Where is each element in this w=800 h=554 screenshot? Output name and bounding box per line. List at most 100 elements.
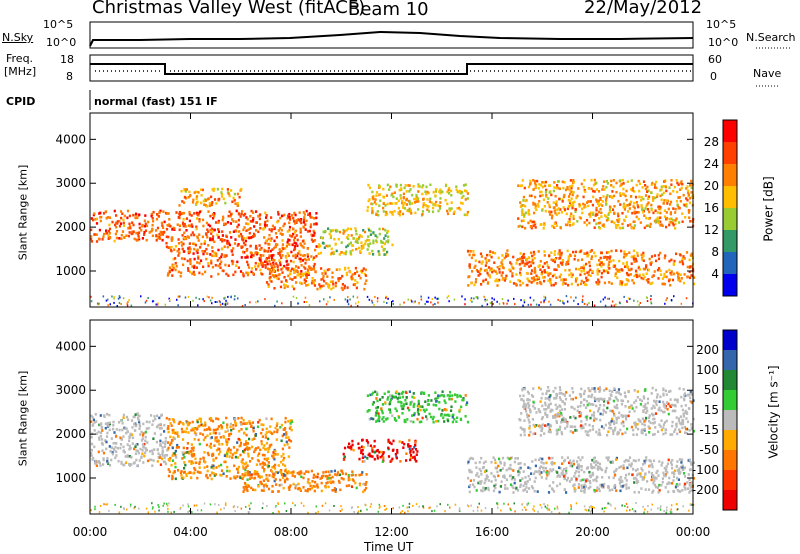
- scatter-cell: [281, 271, 284, 274]
- noise-cell: [126, 302, 128, 305]
- scatter-cell: [573, 475, 576, 478]
- noise-cell: [177, 304, 179, 307]
- scatter-cell: [409, 420, 412, 423]
- scatter-cell: [478, 260, 481, 264]
- scatter-cell: [686, 185, 689, 188]
- scatter-cell: [317, 245, 321, 249]
- scatter-cell: [624, 476, 627, 480]
- noise-cell: [120, 303, 122, 305]
- scatter-cell: [607, 485, 610, 488]
- scatter-cell: [218, 443, 221, 446]
- scatter-cell: [188, 246, 191, 249]
- scatter-cell: [476, 472, 479, 475]
- scatter-cell: [297, 252, 300, 255]
- scatter-cell: [176, 431, 179, 434]
- scatter-cell: [303, 278, 306, 281]
- nsky-tick-low: 10^0: [46, 36, 77, 49]
- scatter-cell: [616, 212, 620, 216]
- scatter-cell: [337, 237, 340, 241]
- scatter-cell: [538, 183, 541, 186]
- scatter-cell: [686, 487, 690, 490]
- scatter-cell: [263, 236, 266, 239]
- scatter-cell: [296, 244, 299, 248]
- scatter-cell: [411, 414, 414, 417]
- scatter-cell: [689, 219, 692, 223]
- freq-label-line2: [MHz]: [4, 65, 37, 78]
- scatter-cell: [521, 213, 524, 216]
- scatter-cell: [230, 236, 233, 239]
- scatter-cell: [236, 441, 239, 444]
- noise-cell: [650, 298, 652, 301]
- scatter-cell: [543, 254, 546, 257]
- scatter-cell: [662, 191, 665, 195]
- noise-cell: [626, 301, 628, 303]
- scatter-cell: [208, 445, 211, 448]
- scatter-cell: [330, 251, 333, 255]
- scatter-cell: [280, 249, 283, 253]
- scatter-cell: [580, 266, 583, 270]
- scatter-cell: [148, 420, 151, 424]
- scatter-cell: [604, 214, 607, 217]
- scatter-cell: [314, 475, 317, 479]
- scatter-cell: [586, 254, 589, 258]
- scatter-cell: [512, 282, 516, 285]
- scatter-cell: [305, 470, 308, 473]
- scatter-cell: [170, 441, 173, 445]
- scatter-cell: [196, 236, 199, 240]
- scatter-cell: [571, 193, 574, 197]
- scatter-cell: [331, 480, 334, 483]
- scatter-cell: [299, 231, 302, 234]
- scatter-cell: [372, 239, 375, 243]
- scatter-cell: [377, 250, 380, 253]
- scatter-cell: [338, 481, 341, 484]
- scatter-cell: [633, 260, 636, 263]
- noise-cell: [223, 303, 226, 306]
- scatter-cell: [222, 472, 225, 475]
- scatter-cell: [355, 229, 358, 233]
- scatter-cell: [422, 205, 425, 209]
- scatter-cell: [351, 244, 354, 247]
- scatter-cell: [322, 471, 325, 474]
- scatter-cell: [159, 444, 162, 447]
- scatter-cell: [322, 277, 325, 281]
- scatter-cell: [649, 225, 652, 228]
- noise-cell: [376, 297, 379, 300]
- scatter-cell: [491, 270, 494, 274]
- scatter-cell: [367, 453, 370, 457]
- scatter-cell: [368, 198, 371, 201]
- scatter-cell: [243, 462, 247, 466]
- noise-cell: [573, 299, 575, 302]
- scatter-cell: [328, 232, 331, 236]
- scatter-cell: [655, 477, 658, 480]
- scatter-cell: [286, 230, 289, 233]
- scatter-cell: [302, 476, 305, 480]
- scatter-cell: [583, 488, 586, 491]
- scatter-cell: [599, 207, 602, 211]
- scatter-cell: [672, 189, 675, 193]
- scatter-cell: [374, 198, 377, 201]
- scatter-cell: [587, 187, 590, 190]
- scatter-cell: [619, 465, 623, 468]
- scatter-cell: [296, 219, 299, 222]
- scatter-cell: [213, 214, 216, 218]
- scatter-cell: [685, 205, 688, 208]
- scatter-cell: [402, 203, 405, 207]
- scatter-cell: [469, 479, 472, 482]
- scatter-cell: [268, 256, 271, 260]
- scatter-cell: [540, 461, 543, 464]
- scatter-cell: [99, 431, 103, 435]
- scatter-cell: [388, 441, 392, 444]
- scatter-cell: [282, 476, 285, 480]
- scatter-cell: [288, 221, 291, 225]
- scatter-cell: [358, 473, 361, 477]
- scatter-cell: [355, 247, 358, 251]
- scatter-cell: [182, 446, 185, 450]
- scatter-cell: [209, 228, 212, 232]
- scatter-cell: [682, 255, 685, 258]
- scatter-cell: [581, 258, 584, 261]
- scatter-cell: [555, 186, 558, 190]
- scatter-cell: [521, 259, 524, 263]
- scatter-cell: [585, 406, 588, 409]
- scatter-cell: [458, 410, 461, 413]
- noise-cell: [664, 302, 666, 305]
